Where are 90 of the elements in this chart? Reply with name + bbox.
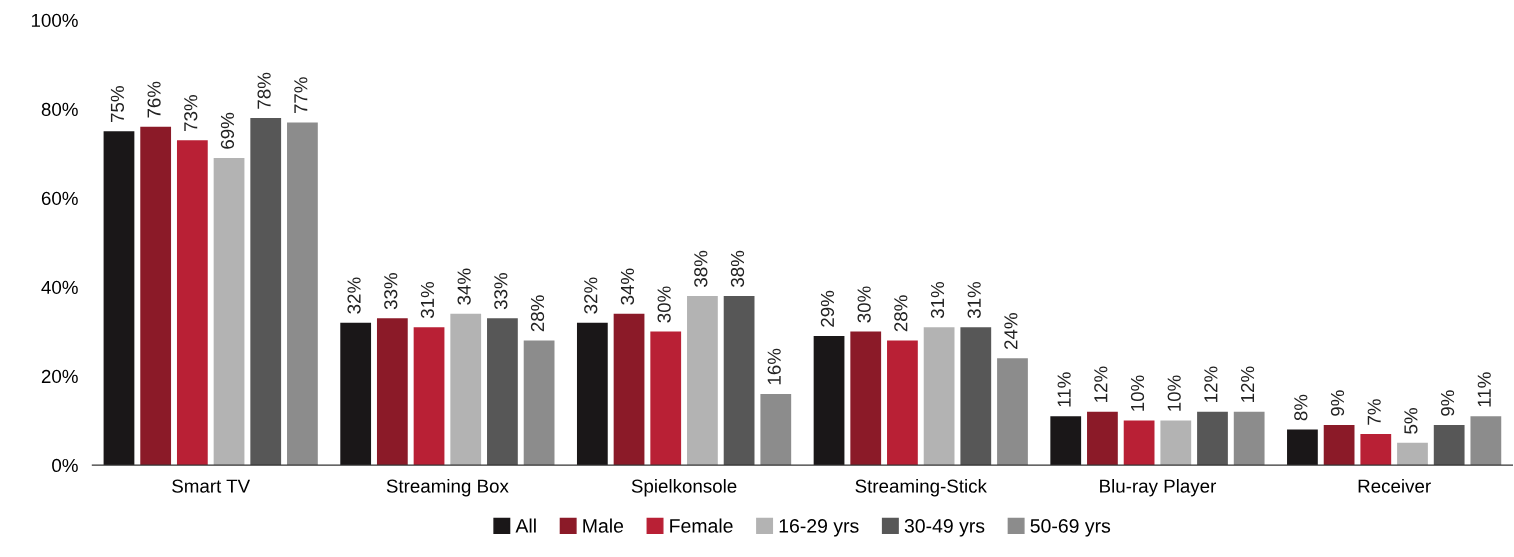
bar [140, 126, 172, 466]
bar [1160, 420, 1192, 466]
y-tick-label: 80% [41, 102, 78, 117]
data-label: 38% [694, 250, 708, 287]
bar [813, 336, 845, 466]
bar [723, 295, 755, 466]
data-label: 12% [1094, 366, 1108, 402]
bar [923, 327, 955, 466]
bar [340, 322, 372, 466]
bar [850, 331, 882, 466]
legend-label: All [515, 518, 536, 533]
bar [1087, 411, 1118, 466]
bar [250, 117, 282, 466]
bar [450, 313, 482, 466]
data-label: 28% [894, 295, 908, 332]
data-label: 11% [1057, 372, 1071, 407]
data-label: 33% [494, 273, 508, 310]
data-label: 28% [530, 295, 545, 332]
x-tick-label: Streaming Box [386, 478, 509, 497]
x-tick-label: Streaming-Stick [855, 478, 987, 497]
data-label: 11% [1477, 372, 1491, 407]
bar [376, 318, 408, 466]
data-label: 38% [730, 250, 745, 287]
bar [413, 327, 445, 466]
data-label: 78% [257, 72, 271, 109]
bar [523, 340, 555, 466]
bar [1323, 425, 1355, 466]
bar [997, 358, 1028, 466]
legend-label: Female [670, 518, 733, 533]
bar [1197, 411, 1228, 466]
legend-label: 16-29 yrs [779, 518, 859, 537]
x-tick-label: Spielkonsole [631, 478, 737, 497]
bar [1287, 429, 1318, 466]
y-tick-label: 100% [31, 13, 78, 28]
data-label: 32% [347, 277, 361, 314]
bar [760, 393, 792, 466]
bar [887, 340, 918, 466]
data-label: 10% [1130, 375, 1145, 411]
bar [613, 313, 645, 466]
data-label: 10% [1167, 375, 1181, 411]
data-label: 34% [620, 268, 635, 305]
data-label: 8% [1294, 394, 1308, 421]
x-tick-label: Receiver [1358, 478, 1431, 493]
data-label: 77% [294, 77, 308, 114]
bar [287, 122, 318, 466]
bar [176, 140, 208, 466]
data-label: 76% [147, 81, 161, 118]
bar [576, 322, 608, 466]
y-tick-label: 40% [41, 280, 78, 295]
data-label: 69% [220, 112, 235, 149]
data-label: 31% [420, 281, 435, 319]
data-label: 9% [1440, 390, 1455, 416]
data-label: 29% [820, 290, 835, 327]
data-label: 31% [930, 281, 945, 319]
bar [487, 318, 518, 466]
bar [1360, 433, 1392, 466]
data-label: 34% [457, 268, 471, 305]
data-label: 32% [584, 277, 598, 314]
legend-label: Male [583, 518, 624, 533]
data-label: 16% [767, 348, 781, 385]
data-label: 73% [184, 95, 198, 131]
bar [960, 327, 992, 466]
bar [650, 331, 682, 466]
bar [1050, 416, 1082, 466]
bar [1233, 411, 1265, 466]
y-tick-label: 60% [41, 191, 78, 206]
data-label: 75% [110, 86, 125, 123]
bar [1433, 425, 1465, 466]
bar [213, 158, 245, 466]
data-label: 33% [384, 273, 398, 310]
x-tick-label: Smart TV [172, 479, 251, 493]
data-label: 24% [1004, 313, 1018, 350]
x-tick-label: Blu-ray Player [1100, 478, 1217, 497]
bar [1397, 442, 1428, 466]
legend-label: 30-49 yrs [904, 518, 985, 537]
y-tick-label: 0% [52, 458, 78, 473]
bar [1470, 416, 1502, 466]
y-tick-label: 20% [41, 369, 78, 384]
data-label: 31% [967, 281, 981, 319]
data-label: 30% [657, 286, 671, 323]
data-label: 12% [1204, 366, 1218, 402]
data-label: 7% [1367, 399, 1381, 425]
data-label: 9% [1330, 390, 1345, 416]
data-label: 12% [1240, 366, 1255, 402]
bar [103, 131, 135, 466]
bar [1123, 420, 1155, 466]
bar [687, 295, 718, 466]
data-label: 5% [1404, 408, 1418, 434]
data-label: 30% [857, 286, 871, 323]
legend-label: 50-69 yrs [1030, 518, 1111, 537]
